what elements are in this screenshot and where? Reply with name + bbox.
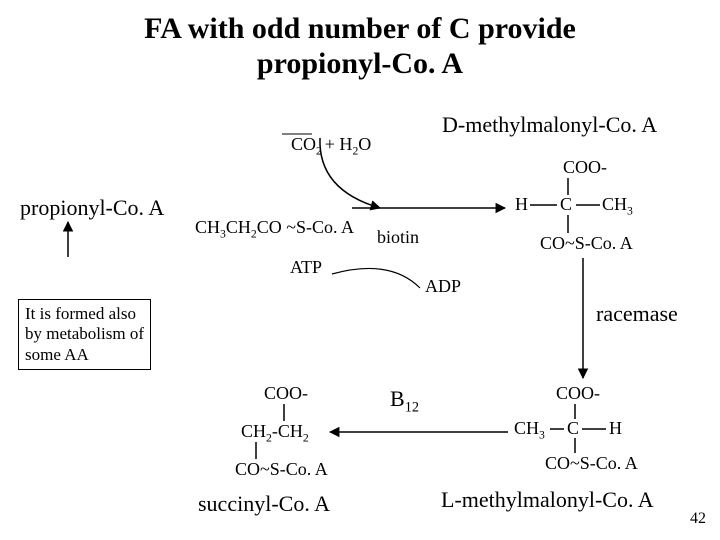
note-line-3: some AA (25, 345, 89, 364)
biotin-label: biotin (377, 228, 419, 248)
l-methylmalonyl-heading: L-methylmalonyl-Co. A (441, 488, 654, 512)
atp-label: ATP (290, 258, 322, 278)
note-box: It is formed also by metabolism of some … (18, 299, 151, 370)
title-line-2: propionyl-Co. A (257, 47, 463, 80)
page-number: 42 (690, 510, 706, 528)
succinyl-ch2ch2: CH2-CH2 (241, 422, 309, 445)
l-mm-co-s-coa: CO~S-Co. A (545, 454, 638, 474)
l-mm-coo: COO- (556, 384, 600, 404)
d-mm-c: C (560, 195, 572, 215)
l-mm-ch3: CH3 (514, 419, 545, 442)
slide-title: FA with odd number of C provide propiony… (0, 12, 720, 81)
title-line-1: FA with odd number of C provide (144, 12, 576, 45)
adp-label: ADP (425, 277, 461, 297)
racemase-label: racemase (596, 302, 678, 326)
b12-label: B12 (390, 387, 419, 416)
propionyl-label: propionyl-Co. A (20, 196, 164, 220)
d-mm-co-s-coa: CO~S-Co. A (540, 234, 633, 254)
l-mm-c: C (567, 419, 579, 439)
succinyl-co-s-coa: CO~S-Co. A (235, 460, 328, 480)
l-mm-h: H (609, 419, 622, 439)
note-line-1: It is formed also (25, 304, 136, 323)
coo-minus-top-right: COO- (550, 158, 620, 177)
note-line-2: by metabolism of (25, 324, 144, 343)
succinyl-label: succinyl-Co. A (198, 492, 330, 516)
d-methylmalonyl-heading: D-methylmalonyl-Co. A (442, 113, 657, 137)
propionyl-formula: CH3CH2CO ~S-Co. A (186, 198, 354, 241)
succinyl-coo: COO- (264, 384, 308, 404)
d-mm-ch3: CH3 (602, 195, 633, 218)
d-mm-structure: COO- (550, 158, 620, 177)
co2-h2o-label: CO2 + H2O (282, 115, 371, 158)
d-mm-h: H (515, 195, 528, 215)
